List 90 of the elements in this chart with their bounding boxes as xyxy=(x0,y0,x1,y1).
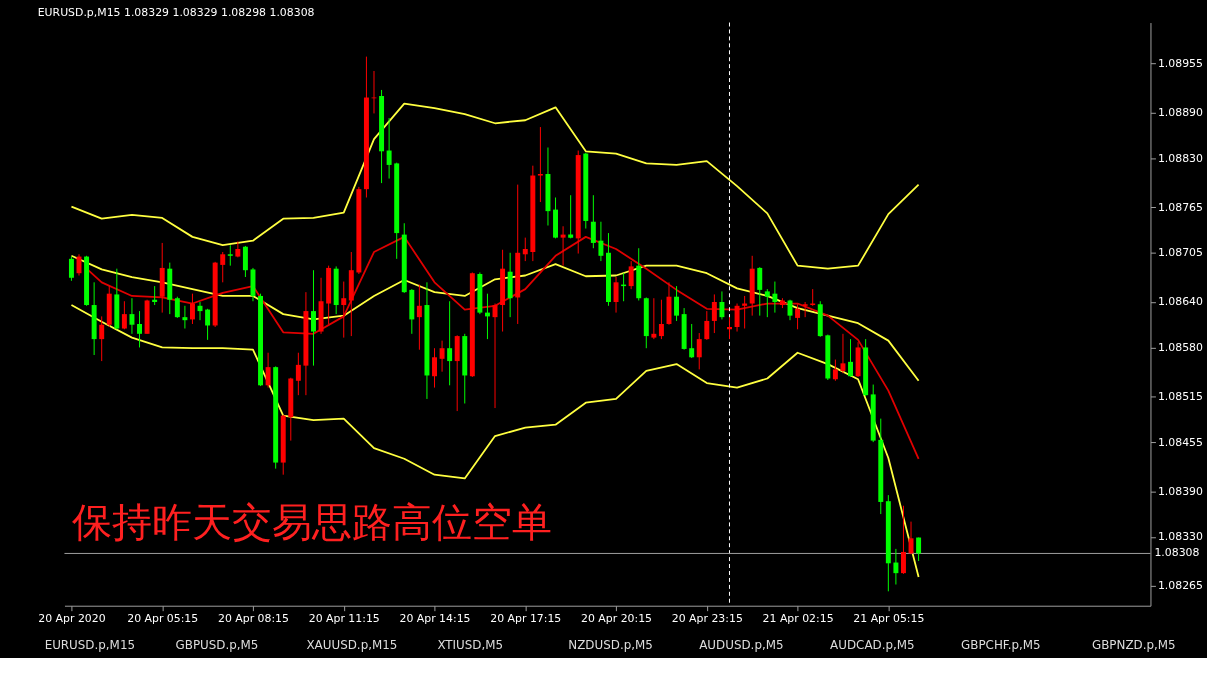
candlestick xyxy=(386,117,392,180)
candlestick xyxy=(696,332,702,370)
candlestick xyxy=(265,352,271,389)
y-tick-label: 1.08830 xyxy=(1157,151,1204,165)
x-tick-label: 20 Apr 14:15 xyxy=(399,612,471,626)
candlestick xyxy=(795,303,801,330)
y-tick-label: 1.08705 xyxy=(1157,246,1203,260)
candlestick xyxy=(311,269,316,367)
candlestick xyxy=(757,266,763,317)
candlestick xyxy=(416,284,422,351)
candlestick xyxy=(590,194,596,249)
x-tick-label: 20 Apr 2020 xyxy=(38,612,106,626)
candlestick xyxy=(152,285,158,306)
candlestick xyxy=(295,352,301,396)
x-tick-label: 20 Apr 05:15 xyxy=(127,612,199,626)
line-series xyxy=(70,102,920,270)
candlestick xyxy=(764,288,770,318)
candlestick xyxy=(674,285,680,322)
y-tick-label: 1.08390 xyxy=(1157,484,1204,498)
candlestick xyxy=(893,548,899,585)
y-tick-label: 1.08890 xyxy=(1157,106,1204,120)
candlestick xyxy=(447,300,453,386)
candlestick xyxy=(658,299,664,340)
candlestick xyxy=(522,237,528,262)
candlestick xyxy=(598,221,604,262)
annotation: 保持昨天交易思路高位空单 xyxy=(72,499,553,546)
x-tick-label: 21 Apr 05:15 xyxy=(853,612,925,626)
candlestick xyxy=(439,340,445,373)
text: AUDUSD.p,M5 xyxy=(699,638,784,653)
text: GBPUSD.p,M5 xyxy=(175,638,259,653)
candlestick xyxy=(182,305,188,330)
text: EURUSD.p,M15 xyxy=(44,638,136,653)
candlestick xyxy=(832,359,838,382)
candlestick xyxy=(727,316,732,340)
x-tick-label: 20 Apr 08:15 xyxy=(217,612,289,626)
y-tick-label: 1.08640 xyxy=(1157,295,1204,309)
ref-line-label: 1.08308 xyxy=(1154,546,1200,560)
text: GBPCHF.p,M5 xyxy=(961,638,1041,653)
chart-title: EURUSD.p,M15 1.08329 1.08329 1.08298 1.08308 xyxy=(37,6,315,20)
candlestick xyxy=(651,297,657,340)
candlestick xyxy=(137,310,142,348)
candlestick xyxy=(848,338,853,378)
candlestick xyxy=(197,301,203,321)
candlestick xyxy=(900,505,906,575)
candlestick xyxy=(772,281,778,314)
y-tick-label: 1.08330 xyxy=(1157,530,1204,544)
x-tick-label: 20 Apr 23:15 xyxy=(671,612,743,626)
candlestick xyxy=(704,310,710,341)
candlestick xyxy=(613,276,619,314)
candlestick xyxy=(840,333,846,374)
x-tick-label: 21 Apr 02:15 xyxy=(762,612,834,626)
text: XAUUSD.p,M15 xyxy=(306,638,398,653)
candlestick xyxy=(68,256,74,282)
x-tick-label: 20 Apr 17:15 xyxy=(490,612,562,626)
text: NZDUSD.p,M5 xyxy=(568,638,653,653)
candlestick xyxy=(341,281,347,339)
text: AUDCAD.p,M5 xyxy=(830,638,915,653)
candlestick xyxy=(189,293,195,325)
candlestick xyxy=(560,225,566,267)
candlestick xyxy=(220,251,226,283)
candlestick xyxy=(537,126,543,203)
candlestick xyxy=(742,295,748,330)
y-tick-label: 1.08265 xyxy=(1157,579,1203,593)
candlestick xyxy=(568,194,574,239)
candlestick xyxy=(227,244,233,267)
candlestick xyxy=(719,290,725,320)
candlestick xyxy=(205,308,211,341)
x-tick-label: 20 Apr 11:15 xyxy=(308,612,380,626)
candlestick xyxy=(432,347,437,389)
y-tick-label: 1.08765 xyxy=(1157,200,1203,214)
line-series xyxy=(70,304,920,578)
candlestick xyxy=(628,260,634,290)
candlestick xyxy=(908,521,914,555)
candlestick xyxy=(129,297,135,335)
y-tick-label: 1.08955 xyxy=(1157,56,1203,70)
y-tick-label: 1.08515 xyxy=(1157,390,1203,404)
candlestick xyxy=(99,315,105,362)
text: XTIUSD,M5 xyxy=(437,638,504,653)
candlestick xyxy=(242,245,248,278)
candlestick xyxy=(689,323,695,359)
candlestick xyxy=(174,296,180,319)
candlestick xyxy=(802,301,808,318)
candlestick xyxy=(734,303,740,333)
y-tick-label: 1.08455 xyxy=(1157,435,1203,449)
candlestick xyxy=(121,300,127,330)
text: GBPNZD.p,M5 xyxy=(1091,638,1176,653)
x-tick-label: 20 Apr 20:15 xyxy=(581,612,653,626)
candlestick xyxy=(711,293,717,334)
y-tick-label: 1.08580 xyxy=(1157,340,1204,354)
line-series xyxy=(70,254,920,382)
